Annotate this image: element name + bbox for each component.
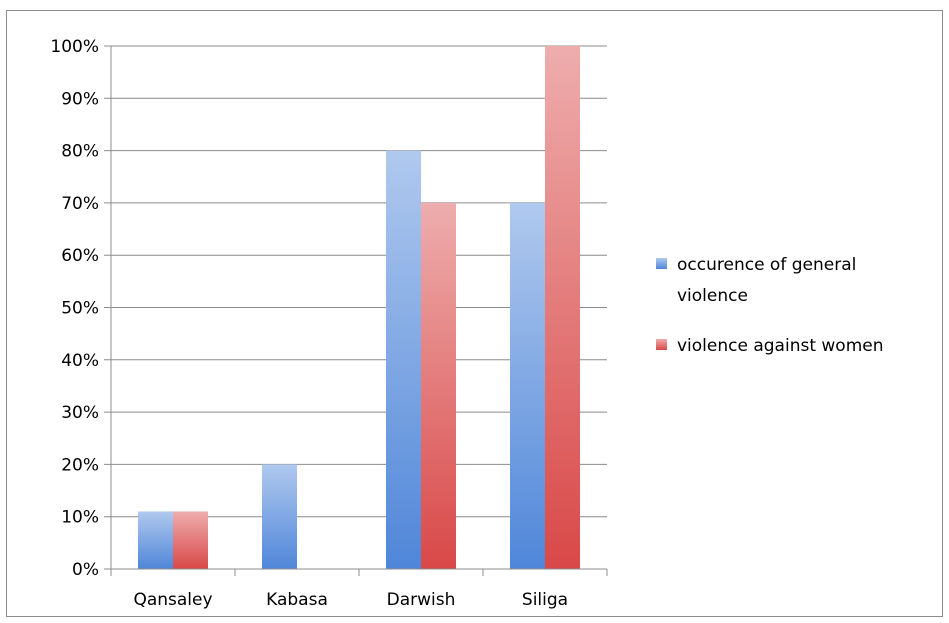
bar-general-violence: [510, 202, 545, 569]
y-tick-label: 70%: [61, 194, 99, 214]
bar-violence-against-women: [545, 46, 580, 569]
bars: [138, 46, 580, 569]
x-tick-label: Qansaley: [133, 590, 212, 610]
x-tick-label: Kabasa: [266, 590, 328, 610]
legend: occurence of general violence violence aga…: [656, 255, 884, 356]
x-tick-label: Darwish: [387, 590, 456, 610]
y-tick-label: 80%: [61, 142, 99, 162]
y-tick-label: 50%: [61, 299, 99, 319]
y-tick-label: 40%: [61, 351, 99, 371]
bar-violence-against-women: [421, 202, 456, 569]
bar-violence-against-women: [173, 511, 208, 569]
y-tick-label: 90%: [61, 89, 99, 109]
legend-label: occurence of general: [677, 255, 856, 275]
y-tick-label: 60%: [61, 246, 99, 266]
legend-label: violence against women: [677, 336, 884, 356]
y-tick-label: 10%: [61, 508, 99, 528]
y-tick-label: 0%: [72, 560, 99, 580]
axes: 0% 10% 20% 30% 40% 50% 60% 70% 80% 90% 100% Qansale…: [50, 37, 608, 610]
legend-label: violence: [677, 286, 748, 306]
legend-swatch: [656, 339, 667, 350]
y-tick-label: 100%: [50, 37, 99, 57]
y-tick-label: 30%: [61, 403, 99, 423]
bar-general-violence: [262, 464, 297, 569]
legend-swatch: [656, 258, 667, 269]
x-tick-label: Siliga: [522, 590, 568, 610]
bar-general-violence: [386, 150, 421, 569]
bar-general-violence: [138, 511, 173, 569]
y-tick-label: 20%: [61, 455, 99, 475]
